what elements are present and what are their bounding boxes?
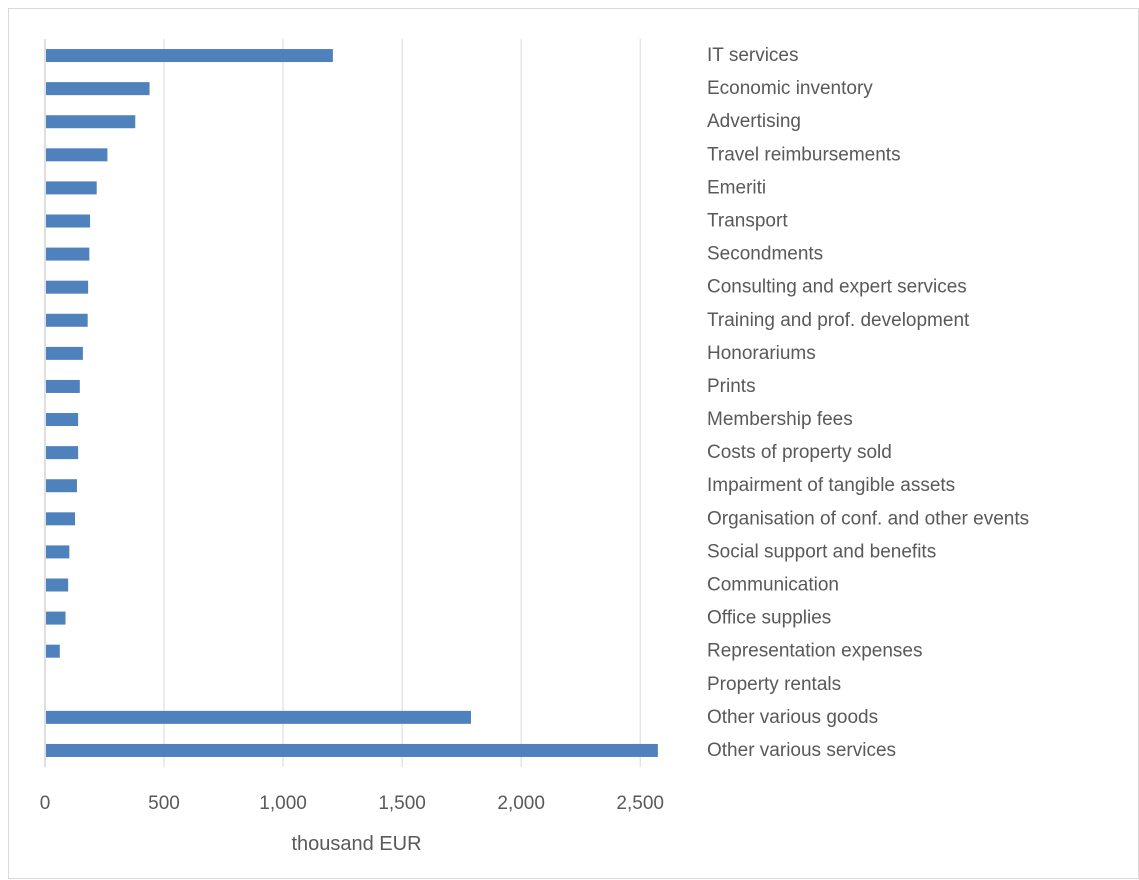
bar bbox=[46, 49, 333, 63]
x-tick-label: 2,500 bbox=[616, 793, 664, 814]
category-label: Impairment of tangible assets bbox=[707, 475, 955, 496]
category-label: Property rentals bbox=[707, 674, 841, 695]
bar bbox=[46, 82, 150, 96]
bar-chart: IT services Economic inventory Advertising… bbox=[40, 39, 1029, 855]
category-label: Travel reimbursements bbox=[707, 144, 901, 165]
bar bbox=[46, 247, 90, 261]
category-label: Consulting and expert services bbox=[707, 277, 967, 298]
category-label: Costs of property sold bbox=[707, 442, 892, 463]
category-label: Other various services bbox=[707, 740, 896, 761]
bar bbox=[46, 545, 70, 559]
category-label: Advertising bbox=[707, 111, 801, 132]
bar bbox=[46, 181, 97, 195]
category-labels: IT services Economic inventory Advertising… bbox=[707, 45, 1029, 761]
bar bbox=[46, 379, 80, 393]
category-label: Emeriti bbox=[707, 177, 766, 198]
chart-frame: IT services Economic inventory Advertising… bbox=[8, 8, 1139, 879]
bar bbox=[46, 644, 60, 658]
category-label: Social support and benefits bbox=[707, 541, 936, 562]
gridlines bbox=[163, 39, 641, 767]
bar bbox=[46, 446, 79, 460]
category-label: Economic inventory bbox=[707, 78, 873, 99]
category-label: Communication bbox=[707, 575, 839, 596]
x-tick-label: 1,500 bbox=[378, 793, 426, 814]
category-label: Honorariums bbox=[707, 343, 816, 364]
bar bbox=[46, 214, 91, 228]
category-label: IT services bbox=[707, 45, 799, 66]
bars bbox=[46, 49, 658, 757]
category-label: Transport bbox=[707, 211, 788, 232]
bar bbox=[46, 512, 76, 526]
x-tick-label: 0 bbox=[40, 793, 51, 814]
bar bbox=[46, 280, 89, 294]
category-label: Prints bbox=[707, 376, 756, 397]
category-label: Organisation of conf. and other events bbox=[707, 508, 1029, 529]
bar bbox=[46, 313, 88, 327]
bar bbox=[46, 743, 658, 757]
bar bbox=[46, 148, 108, 162]
x-axis-title: thousand EUR bbox=[291, 833, 421, 855]
category-label: Membership fees bbox=[707, 409, 853, 430]
category-label: Training and prof. development bbox=[707, 310, 970, 331]
x-tick-label: 500 bbox=[148, 793, 180, 814]
bar bbox=[46, 413, 79, 427]
x-tick-labels: 0 500 1,000 1,500 2,000 2,500 bbox=[40, 793, 664, 814]
bar bbox=[46, 578, 69, 592]
bar bbox=[46, 710, 471, 724]
category-label: Representation expenses bbox=[707, 641, 922, 662]
bar bbox=[46, 479, 77, 493]
category-label: Office supplies bbox=[707, 608, 831, 629]
x-tick-label: 2,000 bbox=[497, 793, 545, 814]
bar bbox=[46, 346, 83, 360]
bar bbox=[46, 115, 136, 129]
category-label: Other various goods bbox=[707, 707, 878, 728]
x-tick-label: 1,000 bbox=[259, 793, 307, 814]
bar bbox=[46, 611, 66, 625]
category-label: Secondments bbox=[707, 244, 823, 265]
